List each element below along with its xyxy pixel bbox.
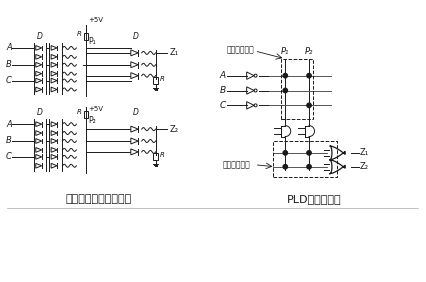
Polygon shape	[330, 146, 345, 160]
Text: D: D	[37, 108, 43, 117]
Text: R: R	[159, 152, 164, 158]
Text: 可编程与阵列: 可编程与阵列	[227, 45, 255, 54]
Text: B: B	[6, 60, 12, 69]
Polygon shape	[51, 122, 57, 127]
Polygon shape	[330, 160, 345, 174]
Polygon shape	[131, 126, 138, 132]
Text: C: C	[6, 152, 12, 161]
Text: A: A	[220, 71, 226, 80]
Text: Z₂: Z₂	[360, 162, 368, 171]
Text: R: R	[77, 31, 82, 37]
Text: +5V: +5V	[88, 17, 103, 23]
Text: A: A	[6, 120, 12, 129]
Text: D: D	[133, 108, 139, 117]
Text: 可编程与或阵列电路图: 可编程与或阵列电路图	[65, 194, 131, 204]
Circle shape	[307, 103, 311, 107]
Polygon shape	[309, 126, 314, 136]
Polygon shape	[51, 87, 57, 92]
Polygon shape	[131, 138, 138, 144]
Polygon shape	[285, 126, 291, 136]
Polygon shape	[131, 62, 138, 68]
Polygon shape	[51, 54, 57, 59]
Polygon shape	[131, 50, 138, 56]
Polygon shape	[36, 147, 42, 152]
Polygon shape	[36, 71, 42, 76]
Polygon shape	[51, 78, 57, 83]
Text: B: B	[220, 86, 226, 95]
Text: B: B	[6, 136, 12, 146]
Circle shape	[283, 165, 288, 169]
Circle shape	[307, 165, 311, 169]
Circle shape	[283, 74, 288, 78]
Circle shape	[283, 151, 288, 155]
Polygon shape	[51, 46, 57, 50]
Polygon shape	[36, 46, 42, 50]
Text: 可编程或阵列: 可编程或阵列	[223, 160, 250, 169]
Polygon shape	[36, 131, 42, 135]
Polygon shape	[131, 149, 138, 155]
Polygon shape	[51, 139, 57, 143]
Text: PLD表示逻辑图: PLD表示逻辑图	[287, 194, 341, 204]
Bar	[84, 33, 89, 39]
Polygon shape	[36, 54, 42, 59]
Text: C: C	[6, 76, 12, 85]
Text: P₁: P₁	[281, 47, 290, 56]
Bar	[153, 77, 158, 84]
Text: P₁: P₁	[88, 38, 96, 47]
Circle shape	[307, 151, 311, 155]
Polygon shape	[51, 71, 57, 76]
Text: C: C	[220, 101, 226, 110]
Polygon shape	[36, 155, 42, 159]
Polygon shape	[51, 147, 57, 152]
Polygon shape	[51, 163, 57, 168]
Polygon shape	[36, 139, 42, 143]
Text: P₂: P₂	[305, 47, 313, 56]
Polygon shape	[36, 62, 42, 67]
Text: A: A	[6, 43, 12, 52]
Polygon shape	[51, 155, 57, 159]
Polygon shape	[36, 87, 42, 92]
Text: D: D	[37, 32, 43, 41]
Polygon shape	[36, 122, 42, 127]
Text: Z₂: Z₂	[170, 125, 178, 134]
Text: Z₁: Z₁	[360, 148, 368, 157]
Polygon shape	[36, 163, 42, 168]
Text: R: R	[159, 76, 164, 81]
Text: D: D	[133, 32, 139, 41]
Polygon shape	[51, 131, 57, 135]
Text: Z₁: Z₁	[170, 49, 178, 57]
Circle shape	[307, 74, 311, 78]
Text: +5V: +5V	[88, 106, 103, 112]
Bar	[153, 153, 158, 160]
Bar	[281, 59, 313, 119]
Bar	[84, 111, 89, 118]
Polygon shape	[51, 62, 57, 67]
Text: R: R	[77, 109, 82, 115]
Circle shape	[283, 88, 288, 93]
Text: P₂: P₂	[88, 116, 96, 125]
Polygon shape	[36, 78, 42, 83]
Polygon shape	[131, 73, 138, 79]
Bar	[273, 141, 337, 177]
